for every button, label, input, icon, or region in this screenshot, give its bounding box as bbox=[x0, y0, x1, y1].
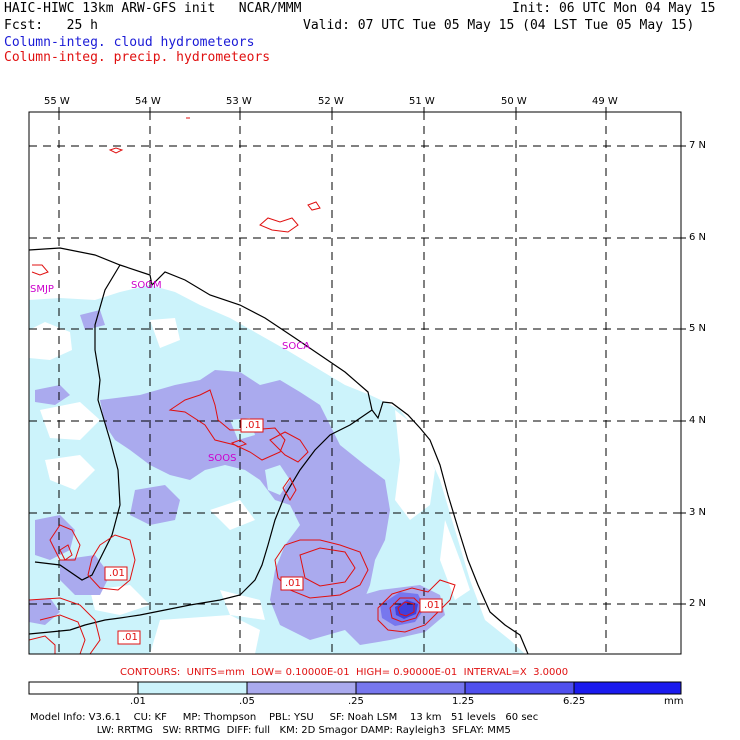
station-soos: SOOS bbox=[208, 453, 236, 464]
footer-model-info: Model Info: V3.6.1 CU: KF MP: Thompson P… bbox=[30, 712, 538, 723]
colorbar-unit: mm bbox=[664, 696, 683, 707]
lon-label-54w: 54 W bbox=[135, 96, 161, 107]
colorbar-label: .05 bbox=[239, 696, 255, 707]
colorbar bbox=[29, 682, 681, 694]
lat-label-6n: 6 N bbox=[689, 232, 706, 243]
contour-info: CONTOURS: UNITS=mm LOW= 0.10000E-01 HIGH… bbox=[120, 667, 568, 678]
contour-label: .01 bbox=[109, 568, 125, 579]
lat-label-3n: 3 N bbox=[689, 507, 706, 518]
lon-label-50w: 50 W bbox=[501, 96, 527, 107]
lon-label-52w: 52 W bbox=[318, 96, 344, 107]
lon-label-53w: 53 W bbox=[226, 96, 252, 107]
station-soca: SOCA bbox=[282, 341, 310, 352]
lon-label-55w: 55 W bbox=[44, 96, 70, 107]
map-plot-area bbox=[29, 112, 681, 654]
lat-label-5n: 5 N bbox=[689, 323, 706, 334]
lat-label-7n: 7 N bbox=[689, 140, 706, 151]
colorbar-label: 6.25 bbox=[563, 696, 585, 707]
station-sogm: SOGM bbox=[131, 280, 162, 291]
colorbar-label: .25 bbox=[348, 696, 364, 707]
contour-label: .01 bbox=[122, 632, 138, 643]
lon-label-51w: 51 W bbox=[409, 96, 435, 107]
contour-label: .01 bbox=[245, 420, 261, 431]
lat-label-4n: 4 N bbox=[689, 415, 706, 426]
colorbar-label: 1.25 bbox=[452, 696, 474, 707]
contour-label: .01 bbox=[285, 578, 301, 589]
contour-label: .01 bbox=[424, 600, 440, 611]
lon-label-49w: 49 W bbox=[592, 96, 618, 107]
colorbar-label: .01 bbox=[130, 696, 146, 707]
station-smjp: SMJP bbox=[30, 284, 54, 295]
footer-model-info-2: LW: RRTMG SW: RRTMG DIFF: full KM: 2D Sm… bbox=[30, 725, 511, 736]
lat-label-2n: 2 N bbox=[689, 598, 706, 609]
